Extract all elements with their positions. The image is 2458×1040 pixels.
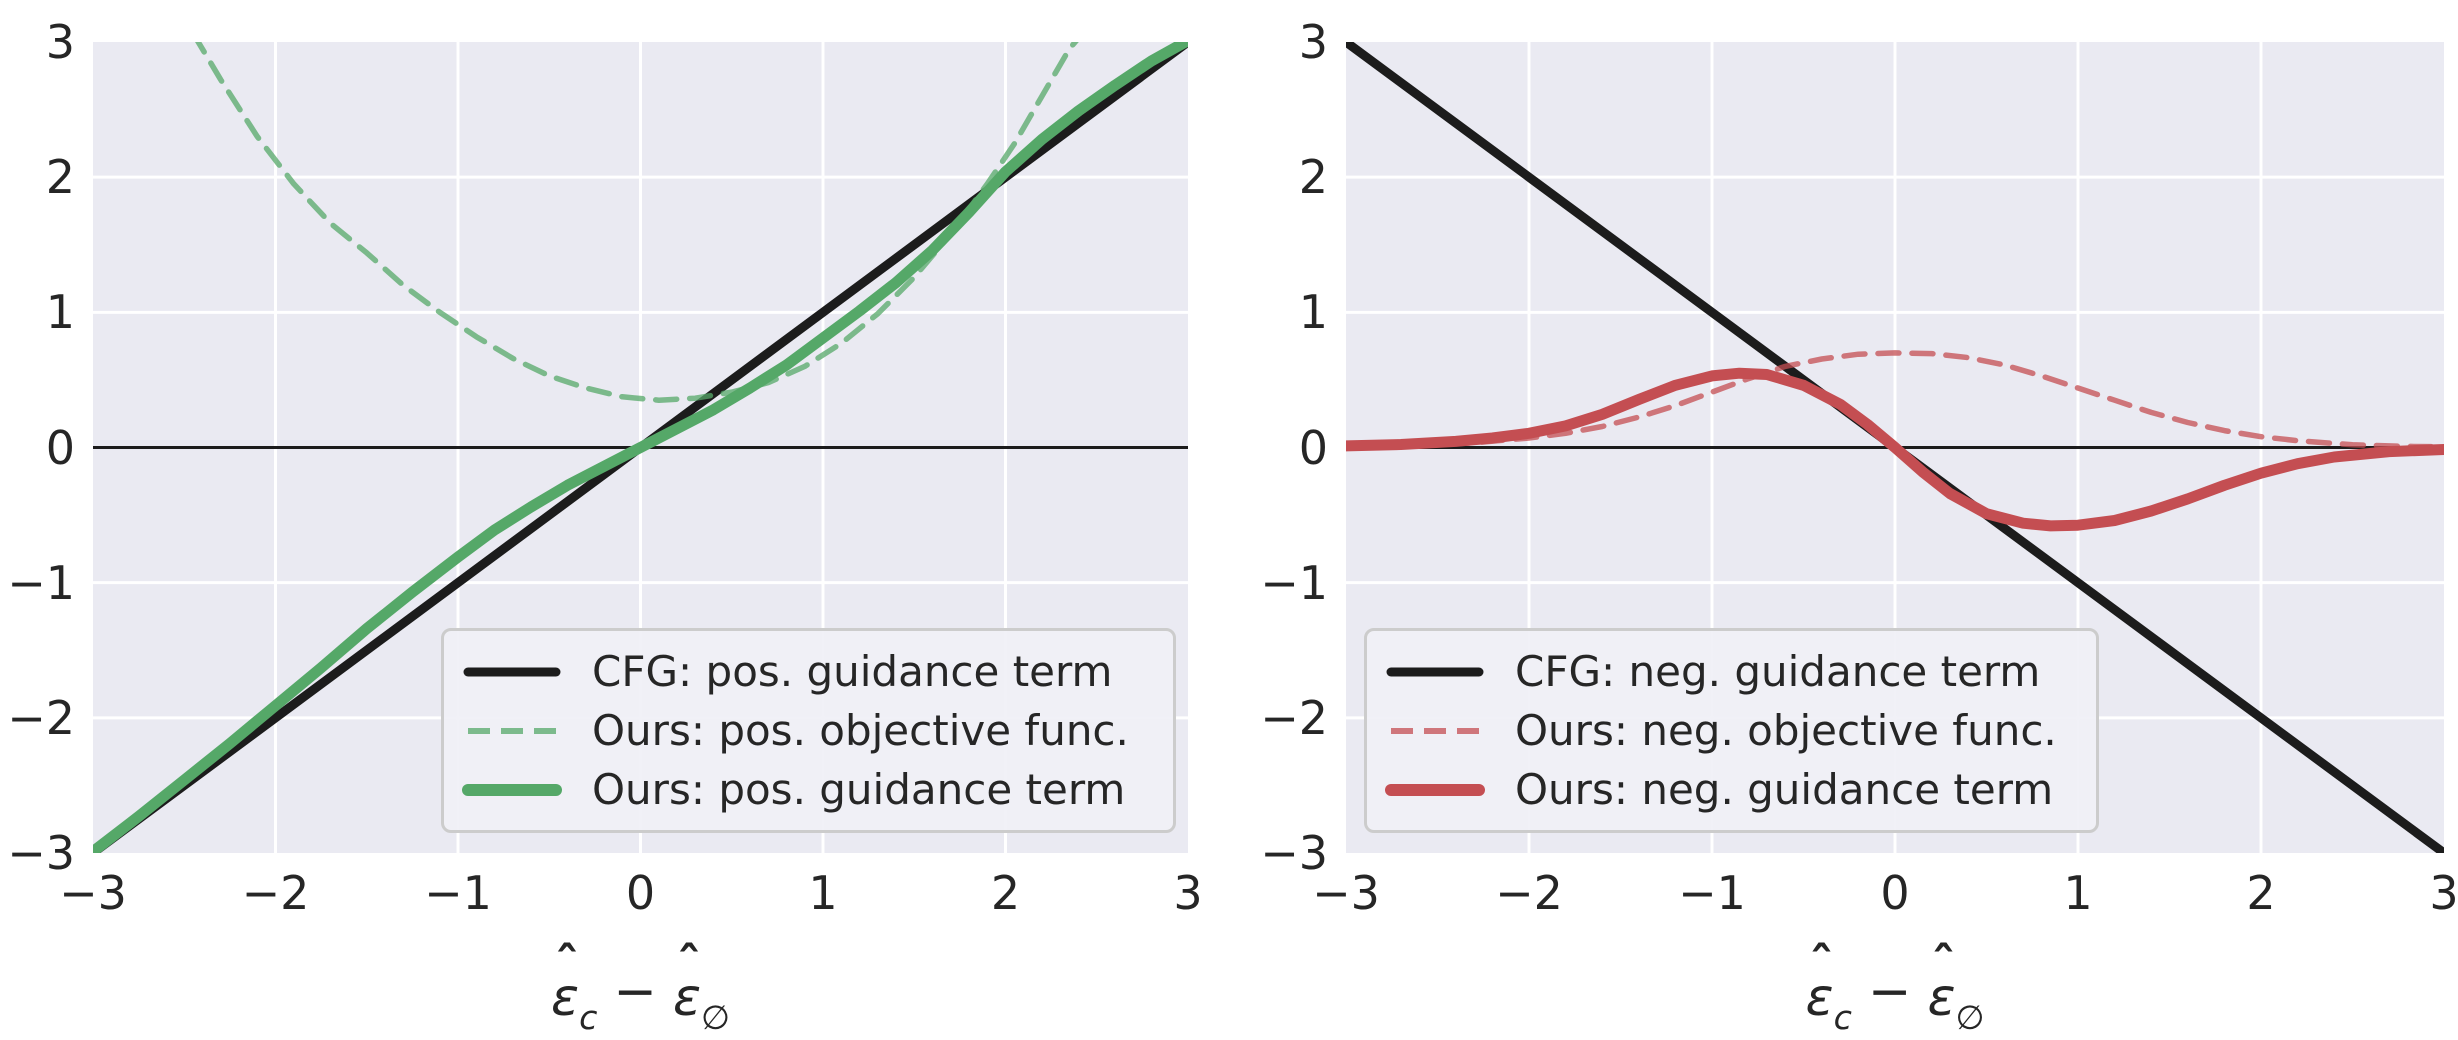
y-tick-label: 1 [45, 285, 75, 340]
y-tick-label: 1 [1298, 285, 1328, 340]
y-tick-label: −1 [1260, 555, 1328, 610]
legend-label: Ours: neg. objective func. [1515, 706, 2057, 755]
hat-accent-icon: ˆ [554, 936, 580, 994]
legend-row: CFG: neg. guidance term [1385, 647, 2082, 696]
hat-accent-icon: ˆ [1809, 936, 1834, 994]
y-tick-label: 2 [1298, 150, 1328, 205]
subscript-emptyset: ∅ [701, 998, 731, 1037]
minus-sign: − [1867, 962, 1912, 1022]
legend-row: Ours: pos. guidance term [462, 765, 1159, 814]
legend-left: CFG: pos. guidance term Ours: pos. object… [441, 628, 1176, 833]
x-tick-label: −2 [1495, 866, 1563, 920]
series-line [1346, 350, 2444, 450]
chart-canvas [93, 42, 1188, 853]
y-tick-label: 0 [1298, 420, 1328, 475]
legend-label: Ours: pos. guidance term [592, 765, 1126, 814]
y-tick-label: 3 [1298, 15, 1328, 69]
legend-dashed-line-icon [468, 727, 556, 734]
subscript-c: c [579, 998, 598, 1037]
subscript-emptyset: ∅ [1955, 998, 1985, 1037]
x-axis-label-right: ˆ εc − ˆ ε∅ [1665, 928, 2125, 1034]
x-tick-label: 0 [625, 866, 656, 920]
y-tick-label: 0 [45, 420, 75, 475]
legend-solid-line-icon [1386, 667, 1484, 676]
legend-right: CFG: neg. guidance term Ours: neg. object… [1364, 628, 2099, 833]
x-tick-label: −3 [1312, 866, 1380, 920]
x-tick-label: 3 [1173, 866, 1203, 920]
legend-label: Ours: neg. guidance term [1515, 765, 2054, 814]
legend-row: Ours: neg. objective func. [1385, 706, 2082, 755]
hat-accent-icon: ˆ [1931, 936, 1956, 994]
x-tick-label: 2 [990, 866, 1021, 920]
x-tick-label: 1 [2063, 866, 2093, 920]
legend-label: CFG: neg. guidance term [1515, 647, 2041, 696]
x-tick-label: −1 [424, 866, 492, 920]
legend-row: CFG: pos. guidance term [462, 647, 1159, 696]
subscript-c: c [1833, 998, 1852, 1037]
x-tick-label: −2 [241, 866, 310, 920]
y-tick-label: 2 [45, 150, 75, 205]
y-tick-label: −3 [1260, 826, 1328, 880]
series-line [1346, 367, 2444, 532]
minus-sign: − [613, 962, 657, 1022]
legend-label: Ours: pos. objective func. [592, 706, 1129, 755]
x-axis-label-left: ˆ εc − ˆ ε∅ [411, 928, 871, 1034]
hat-accent-icon: ˆ [676, 936, 702, 994]
legend-solid-line-icon [463, 667, 561, 676]
y-tick-label: −1 [7, 555, 75, 610]
x-tick-label: 3 [2429, 866, 2458, 920]
legend-dashed-line-icon [1391, 727, 1479, 734]
legend-label: CFG: pos. guidance term [592, 647, 1113, 696]
y-tick-label: 3 [45, 15, 75, 69]
legend-row: Ours: pos. objective func. [462, 706, 1159, 755]
chart-canvas [1346, 42, 2444, 853]
x-tick-label: −1 [1678, 866, 1746, 920]
y-tick-label: −2 [7, 690, 75, 745]
legend-solid-line-icon [1385, 783, 1485, 796]
y-tick-label: −2 [1260, 690, 1328, 745]
legend-solid-line-icon [462, 783, 562, 796]
y-tick-label: −3 [7, 826, 75, 880]
series-line [93, 42, 1188, 853]
x-tick-label: 1 [808, 866, 838, 920]
x-tick-label: 0 [1880, 866, 1910, 920]
x-tick-label: −3 [59, 866, 127, 920]
legend-row: Ours: neg. guidance term [1385, 765, 2082, 814]
x-tick-label: 2 [2246, 866, 2276, 920]
